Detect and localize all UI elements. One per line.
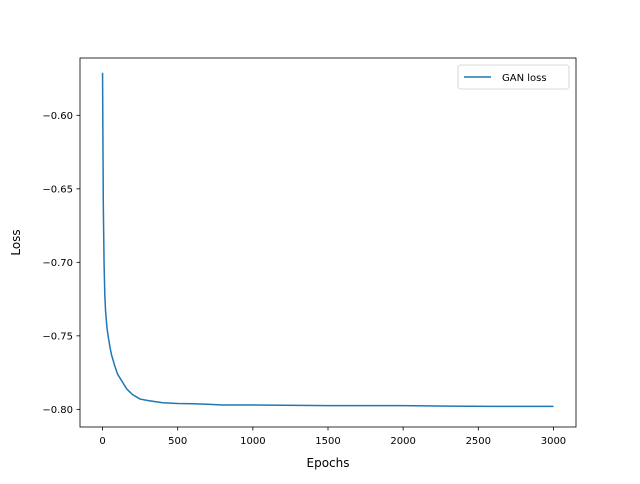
y-axis: −0.60 −0.65 −0.70 −0.75 −0.80: [42, 111, 80, 416]
y-tick-label: −0.80: [42, 405, 73, 416]
x-axis: 0 500 1000 1500 2000 2500 3000: [99, 427, 566, 447]
x-tick-label: 500: [168, 436, 187, 447]
legend-label: GAN loss: [502, 73, 547, 84]
x-tick-label: 1500: [315, 436, 340, 447]
x-tick-label: 1000: [240, 436, 265, 447]
y-axis-label: Loss: [9, 229, 23, 255]
x-tick-label: 2500: [466, 436, 491, 447]
legend-box: [457, 64, 570, 90]
x-tick-label: 3000: [541, 436, 566, 447]
series-line-0: [101, 72, 554, 408]
y-tick-label: −0.60: [42, 111, 73, 122]
legend: GAN loss: [457, 64, 570, 90]
x-tick-label: 0: [99, 436, 105, 447]
y-tick-label: −0.75: [42, 331, 73, 342]
y-tick-label: −0.65: [42, 184, 73, 195]
x-axis-label: Epochs: [307, 456, 350, 470]
x-tick-label: 2000: [390, 436, 415, 447]
y-tick-label: −0.70: [42, 258, 73, 269]
